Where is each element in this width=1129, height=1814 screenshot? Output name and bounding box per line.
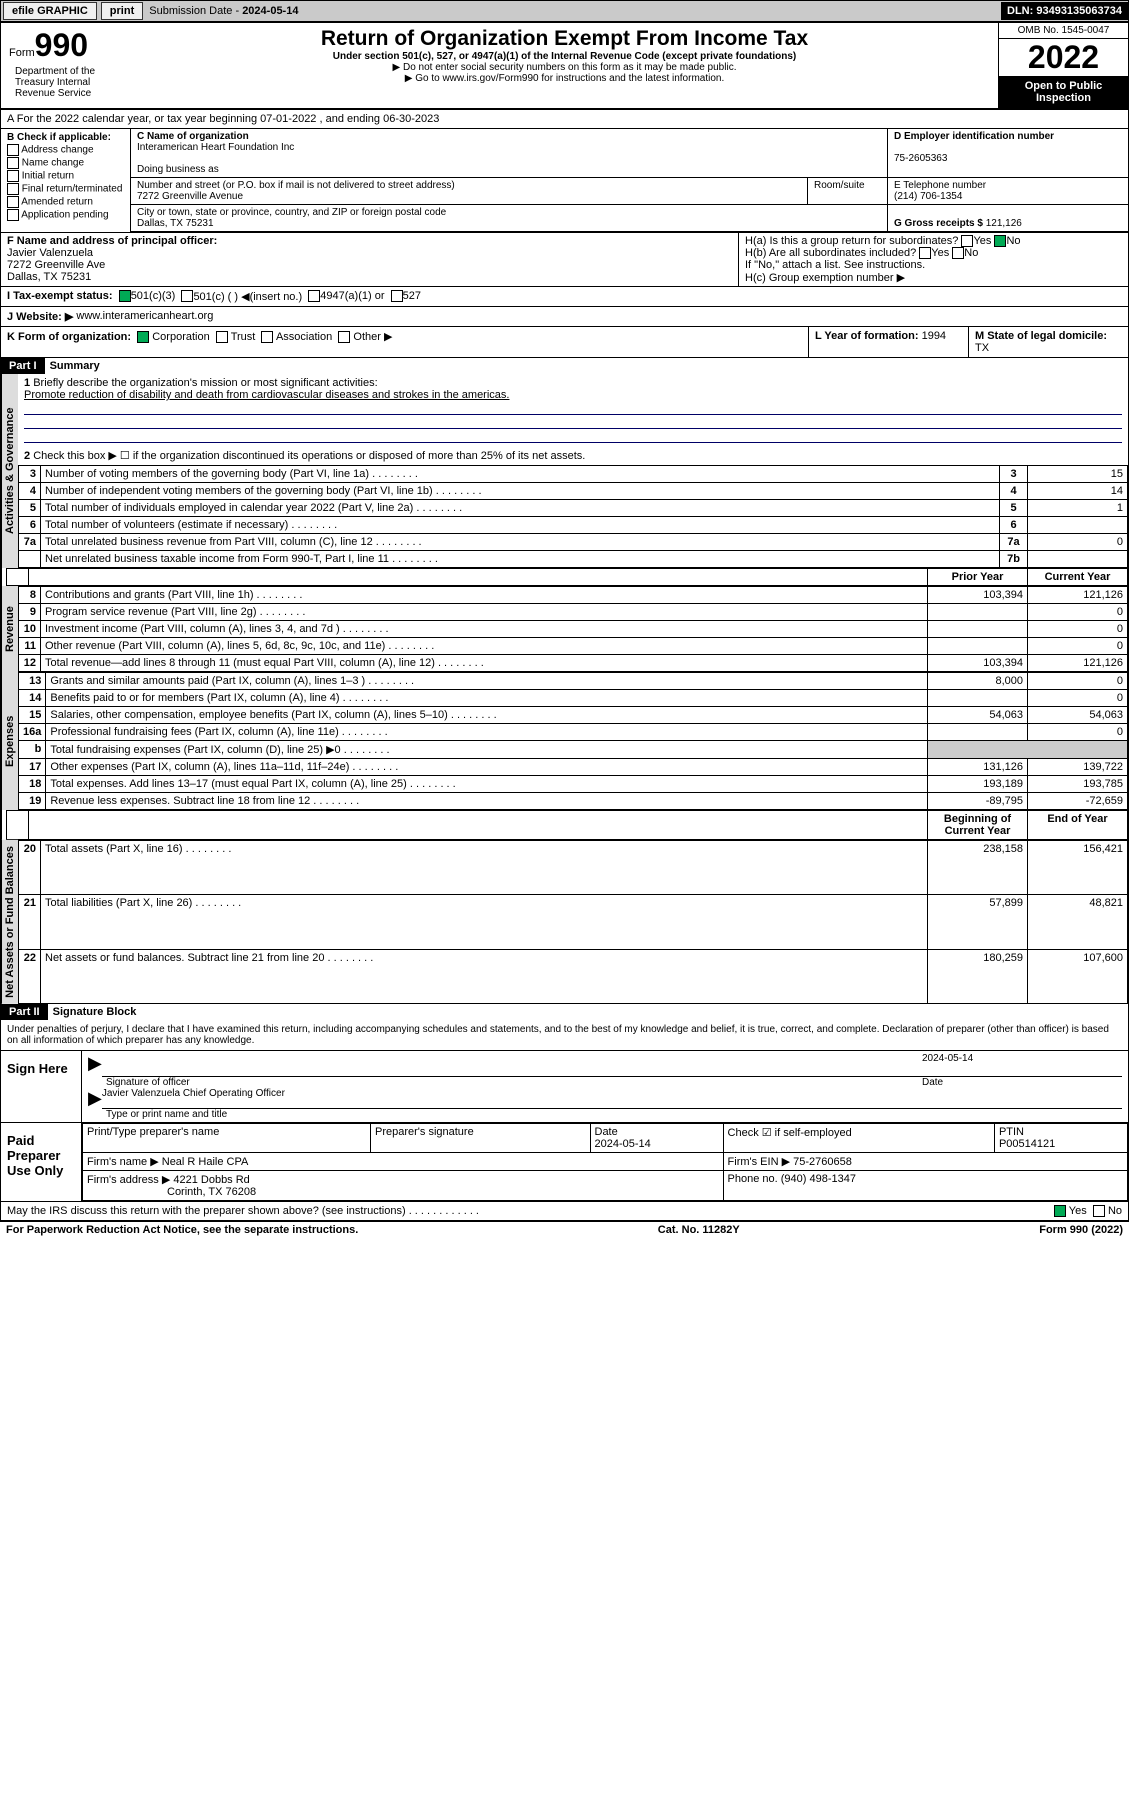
ein: 75-2605363 <box>894 153 947 164</box>
paid-preparer: Paid Preparer Use Only <box>1 1123 81 1201</box>
org-name: Interamerican Heart Foundation Inc <box>137 142 294 153</box>
tax-year: A For the 2022 calendar year, or tax yea… <box>1 110 1128 129</box>
form-990-box: Form990 Department of the Treasury Inter… <box>1 23 131 108</box>
foot-r: Form 990 (2022) <box>1039 1224 1123 1236</box>
part2-hdr: Part II <box>1 1004 48 1020</box>
dln: DLN: 93493135063734 <box>1001 2 1128 20</box>
phone: (214) 706-1354 <box>894 191 962 202</box>
declaration: Under penalties of perjury, I declare th… <box>1 1020 1128 1050</box>
foot-m: Cat. No. 11282Y <box>658 1224 740 1236</box>
org-addr: 7272 Greenville Avenue <box>137 191 243 202</box>
website[interactable]: www.interamericanheart.org <box>76 310 213 323</box>
sec-b: B Check if applicable: Address change Na… <box>1 129 131 232</box>
part1-hdr: Part I <box>1 358 45 374</box>
org-city: Dallas, TX 75231 <box>137 218 214 229</box>
vtab-netassets: Net Assets or Fund Balances <box>1 840 18 1004</box>
vtab-governance: Activities & Governance <box>1 374 18 568</box>
header-year: OMB No. 1545-0047 2022 Open to Public In… <box>998 23 1128 108</box>
foot-l: For Paperwork Reduction Act Notice, see … <box>6 1224 358 1236</box>
vtab-revenue: Revenue <box>1 586 18 672</box>
header-title: Return of Organization Exempt From Incom… <box>131 23 998 108</box>
print-btn[interactable]: print <box>101 2 143 20</box>
sign-here: Sign Here <box>1 1051 81 1122</box>
gross-receipts: 121,126 <box>986 218 1022 229</box>
sub-label: Submission Date - 2024-05-14 <box>145 5 302 17</box>
efile-btn[interactable]: efile GRAPHIC <box>3 2 97 20</box>
vtab-expenses: Expenses <box>1 672 18 810</box>
